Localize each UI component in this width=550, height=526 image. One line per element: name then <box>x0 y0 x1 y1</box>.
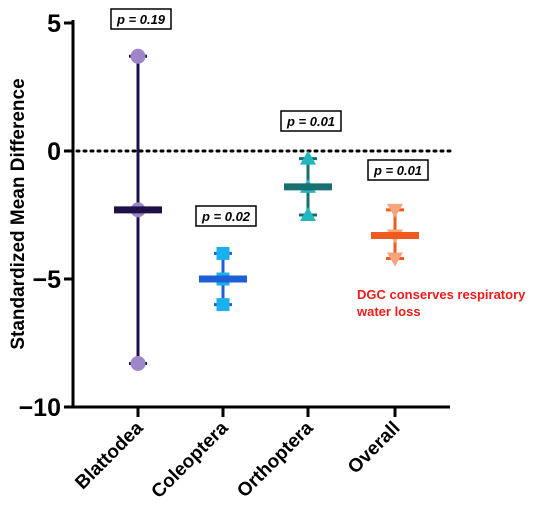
p-value-text: p = 0.02 <box>201 209 251 224</box>
data-point <box>216 298 230 312</box>
data-point <box>300 150 316 165</box>
y-ticks: 5 0 −5 −10 <box>19 10 73 422</box>
p-value-text: p = 0.01 <box>286 114 335 129</box>
data-point <box>387 203 403 218</box>
y-tick-label: 0 <box>47 138 61 166</box>
series-blattodea <box>114 48 162 371</box>
p-value-box <box>110 8 172 30</box>
series-coleoptera <box>199 246 247 312</box>
p-value-box <box>367 159 429 181</box>
series-layer <box>114 48 419 371</box>
x-tick-label: Overall <box>344 418 404 478</box>
p-value-box <box>195 205 257 227</box>
p-value-label: p = 0.02 <box>195 205 257 227</box>
data-point <box>300 207 316 221</box>
p-value-text: p = 0.19 <box>116 12 166 27</box>
annotation-line-2: water loss <box>356 304 421 319</box>
p-value-label: p = 0.01 <box>367 159 429 181</box>
p-value-labels: p = 0.19 p = 0.02 p = 0.01 p = 0.01 <box>110 8 429 227</box>
y-tick-label: −10 <box>19 394 61 422</box>
y-tick-label: −5 <box>32 266 61 294</box>
series-overall <box>371 203 419 267</box>
y-axis: 5 0 −5 −10 <box>19 10 75 422</box>
data-point <box>130 355 146 371</box>
data-point <box>387 252 403 267</box>
annotation: DGC conserves respiratory water loss <box>356 287 526 319</box>
p-value-label: p = 0.19 <box>110 8 172 30</box>
series-orthoptera <box>284 150 332 221</box>
x-tick-label: Coleoptera <box>148 417 233 502</box>
x-ticks: Blattodea Coleoptera Orthoptera Overall <box>71 407 405 503</box>
x-tick-label: Blattodea <box>71 417 147 493</box>
data-point <box>216 246 230 260</box>
p-value-box <box>280 110 342 132</box>
annotation-line-1: DGC conserves respiratory <box>357 287 526 302</box>
x-tick-label: Orthoptera <box>233 417 318 502</box>
x-axis: Blattodea Coleoptera Orthoptera Overall <box>71 405 450 503</box>
data-point <box>130 48 146 64</box>
p-value-text: p = 0.01 <box>373 163 422 178</box>
p-value-label: p = 0.01 <box>280 110 342 132</box>
y-axis-title: Standardized Mean Difference <box>8 78 29 349</box>
y-tick-label: 5 <box>47 10 61 38</box>
